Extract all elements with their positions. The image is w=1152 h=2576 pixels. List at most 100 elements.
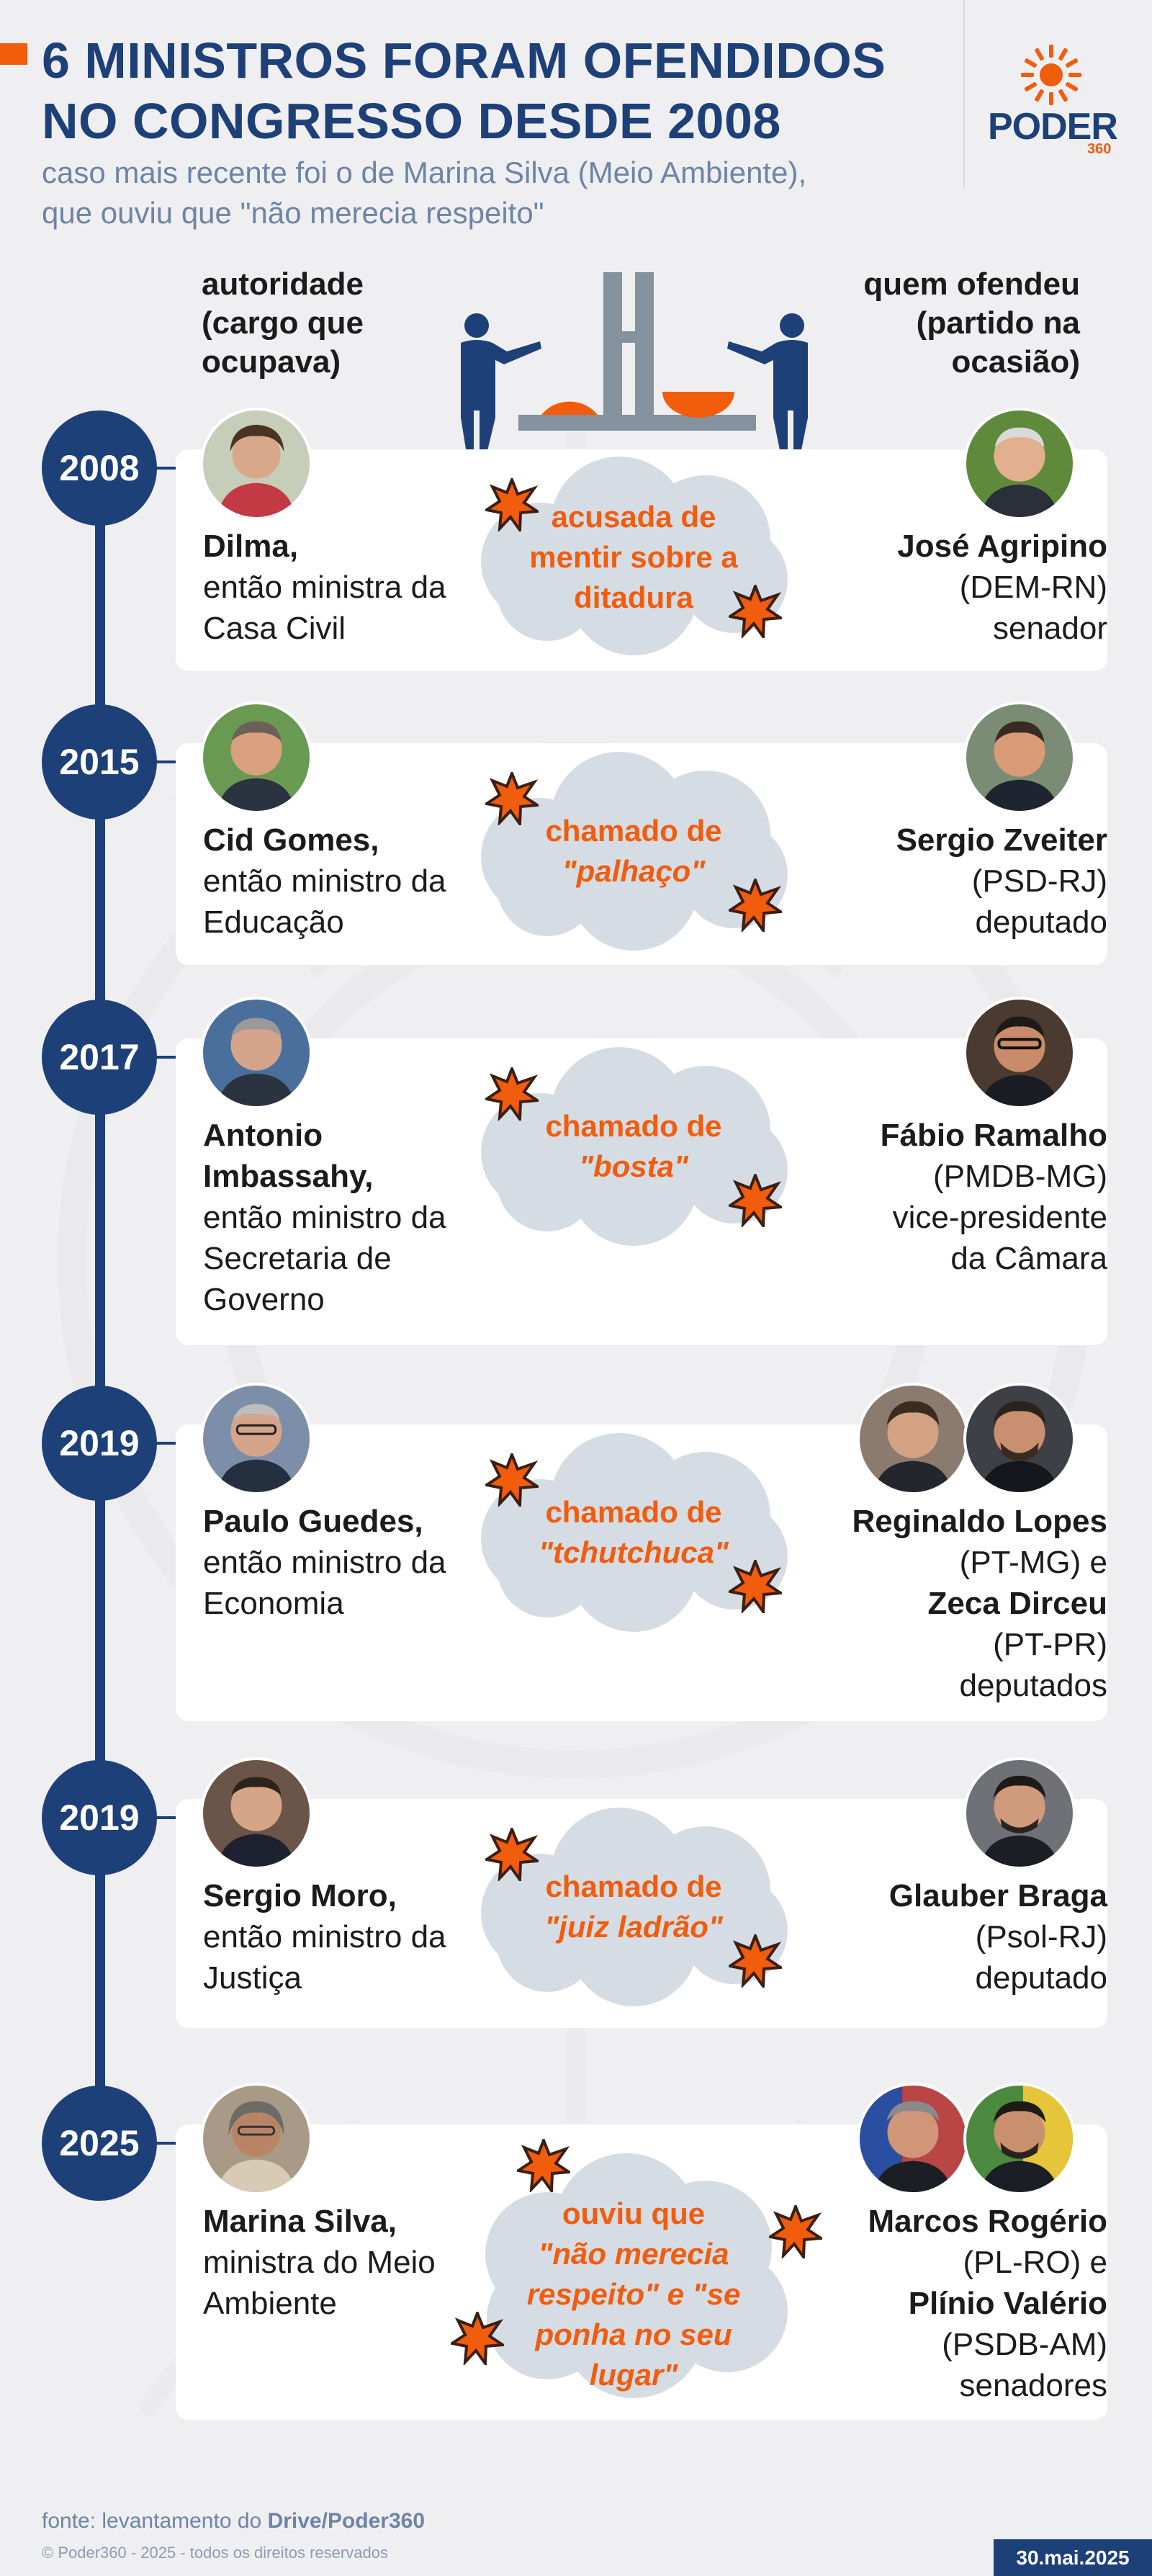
offender-text: Sergio Zveiter (PSD-RJ) deputado bbox=[805, 820, 1107, 943]
column-heading-line: autoridade bbox=[202, 266, 364, 302]
offender-photo bbox=[857, 2083, 969, 2195]
offender-text: Reginaldo Lopes (PT-MG) e Zeca Dirceu (P… bbox=[805, 1501, 1107, 1706]
explosion-star-icon bbox=[769, 2205, 822, 2258]
column-heading-line: quem ofendeu bbox=[863, 266, 1080, 302]
year-badge: 2017 bbox=[42, 1000, 157, 1115]
authority-photo bbox=[200, 997, 312, 1109]
explosion-star-icon bbox=[517, 2139, 570, 2192]
year-badge: 2015 bbox=[42, 704, 157, 820]
authority-role-line: então ministro da bbox=[203, 1545, 446, 1580]
insult-quote-italic: "juiz ladrão" bbox=[544, 1910, 723, 1944]
person-left-icon bbox=[461, 313, 541, 454]
insult-quote-italic: "bosta" bbox=[579, 1149, 688, 1183]
offender-party: (PSDB-AM) bbox=[942, 2327, 1107, 2362]
offender-position: vice-presidente bbox=[892, 1200, 1107, 1235]
title-line-1: 6 MINISTROS FORAM OFENDIDOS bbox=[42, 32, 886, 89]
authority-photo bbox=[200, 408, 312, 520]
timeline-tick bbox=[156, 1056, 176, 1059]
insult-quote-italic: lugar" bbox=[589, 2358, 678, 2392]
insult-line: acusada de bbox=[551, 500, 716, 534]
authority-role-line: Governo bbox=[203, 1282, 325, 1317]
insult-cloud: chamado de "tchutchuca" bbox=[461, 1430, 806, 1632]
subtitle-line-2: que ouviu que "não merecia respeito" bbox=[42, 196, 544, 230]
authority-role-line: Educação bbox=[203, 905, 344, 940]
offender-name: Plínio Valério bbox=[908, 2286, 1107, 2321]
authority-text: Antonio Imbassahy, então ministro da Sec… bbox=[203, 1115, 491, 1320]
poder360-sun-icon bbox=[1021, 45, 1081, 105]
authority-role-line: Justiça bbox=[203, 1960, 302, 1996]
offender-text: Glauber Braga (Psol-RJ) deputado bbox=[805, 1875, 1107, 1998]
offender-text: José Agripino (DEM-RN) senador bbox=[805, 526, 1107, 649]
authority-name: Sergio Moro, bbox=[203, 1878, 397, 1913]
offender-position: da Câmara bbox=[950, 1241, 1107, 1276]
offender-photo bbox=[857, 1383, 969, 1495]
timeline-axis bbox=[95, 467, 105, 2188]
insult-quote: chamado de "tchutchuca" bbox=[461, 1492, 806, 1573]
column-heading-line: (partido na bbox=[916, 305, 1080, 341]
offender-party: (PT-MG) e bbox=[959, 1545, 1107, 1580]
insult-quote: acusada de mentir sobre a ditadura bbox=[461, 497, 806, 618]
authority-text: Marina Silva, ministra do Meio Ambiente bbox=[203, 2201, 491, 2324]
insult-quote-italic: "palhaço" bbox=[562, 854, 706, 888]
offender-party: (PMDB-MG) bbox=[933, 1159, 1107, 1194]
column-heading-line: ocupava) bbox=[202, 344, 341, 380]
insult-line: chamado de bbox=[545, 1495, 722, 1529]
page-subtitle: caso mais recente foi o de Marina Silva … bbox=[42, 153, 942, 233]
insult-cloud: chamado de "bosta" bbox=[461, 1044, 806, 1246]
congress-building-illustration bbox=[461, 272, 808, 454]
title-accent-bar bbox=[0, 43, 27, 65]
offender-party: (PSD-RJ) bbox=[971, 863, 1107, 899]
page-title: 6 MINISTROS FORAM OFENDIDOS NO CONGRESSO… bbox=[42, 30, 935, 151]
authority-role-line: Economia bbox=[203, 1586, 344, 1621]
year-badge: 2019 bbox=[42, 1386, 157, 1501]
authority-photo bbox=[200, 701, 312, 814]
timeline-tick bbox=[156, 1442, 176, 1445]
source-note: fonte: levantamento do Drive/Poder360 bbox=[42, 2509, 425, 2534]
insult-quote-italic: "não merecia bbox=[538, 2237, 729, 2271]
title-line-2: NO CONGRESSO DESDE 2008 bbox=[42, 93, 781, 149]
offender-name: Glauber Braga bbox=[888, 1878, 1107, 1913]
explosion-star-icon bbox=[485, 772, 539, 825]
subtitle-line-1: caso mais recente foi o de Marina Silva … bbox=[42, 156, 807, 189]
logo-divider bbox=[963, 0, 965, 189]
insult-line: chamado de bbox=[545, 814, 722, 848]
authority-photo bbox=[200, 1383, 312, 1495]
offender-photo bbox=[963, 408, 1076, 520]
offender-party: (PT-PR) bbox=[993, 1627, 1107, 1662]
offender-position: deputado bbox=[975, 905, 1107, 940]
year-badge: 2008 bbox=[42, 410, 157, 526]
explosion-star-icon bbox=[729, 1934, 782, 1988]
offender-party: (DEM-RN) bbox=[959, 570, 1107, 605]
timeline-tick bbox=[156, 467, 176, 470]
publication-date-badge: 30.mai.2025 bbox=[994, 2539, 1152, 2576]
offender-name: Zeca Dirceu bbox=[927, 1586, 1107, 1621]
offender-position: senadores bbox=[959, 2368, 1107, 2403]
offender-text: Fábio Ramalho (PMDB-MG) vice-presidente … bbox=[805, 1115, 1107, 1279]
insult-quote-italic: "tchutchuca" bbox=[539, 1535, 729, 1569]
authority-name: Marina Silva, bbox=[203, 2204, 397, 2239]
authority-role-line: então ministra da bbox=[203, 570, 446, 605]
insult-cloud: ouviu que "não merecia respeito" e "se p… bbox=[461, 2146, 806, 2405]
explosion-star-icon bbox=[485, 478, 539, 531]
logo-number: 360 bbox=[1087, 141, 1112, 157]
authority-role-line: Casa Civil bbox=[203, 611, 346, 646]
senate-dome bbox=[541, 401, 598, 415]
timeline-tick bbox=[156, 2142, 176, 2145]
insult-quote: chamado de "palhaço" bbox=[461, 811, 806, 892]
insult-line: chamado de bbox=[545, 1109, 722, 1143]
offender-photo bbox=[963, 1757, 1076, 1870]
congress-base bbox=[518, 415, 756, 431]
insult-quote-italic: respeito" e "se bbox=[526, 2277, 741, 2311]
explosion-star-icon bbox=[485, 1453, 539, 1507]
offender-text: Marcos Rogério (PL-RO) e Plínio Valério … bbox=[805, 2201, 1107, 2406]
offender-name: José Agripino bbox=[897, 529, 1107, 564]
year-badge: 2025 bbox=[42, 2086, 157, 2201]
insult-line: ouviu que bbox=[562, 2196, 706, 2230]
authority-name: Dilma, bbox=[203, 529, 299, 564]
authority-name: Paulo Guedes, bbox=[203, 1504, 423, 1539]
explosion-star-icon bbox=[451, 2312, 504, 2365]
year-badge: 2019 bbox=[42, 1760, 157, 1875]
insult-quote-italic: ponha no seu bbox=[535, 2317, 732, 2351]
authority-text: Sergio Moro, então ministro da Justiça bbox=[203, 1875, 491, 1998]
authority-text: Dilma, então ministra da Casa Civil bbox=[203, 526, 491, 649]
